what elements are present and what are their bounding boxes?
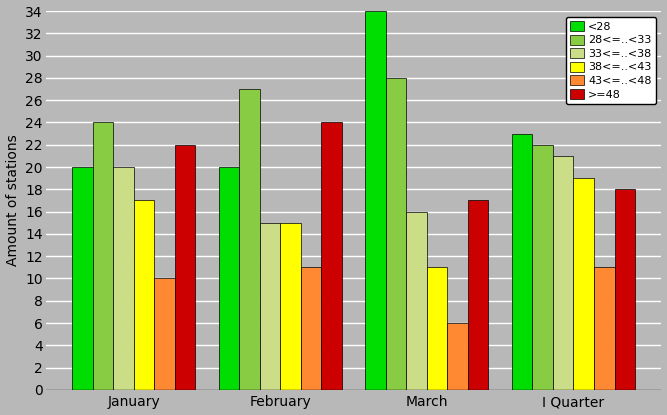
Bar: [154, 278, 175, 390]
Bar: [468, 200, 488, 390]
Bar: [301, 267, 321, 390]
Bar: [532, 145, 553, 390]
Bar: [553, 156, 574, 390]
Bar: [427, 267, 448, 390]
Bar: [614, 189, 635, 390]
Bar: [93, 122, 113, 390]
Legend: <28, 28<=..<33, 33<=..<38, 38<=..<43, 43<=..<48, >=48: <28, 28<=..<33, 33<=..<38, 38<=..<43, 43…: [566, 17, 656, 104]
Bar: [175, 145, 195, 390]
Y-axis label: Amount of stations: Amount of stations: [5, 134, 19, 266]
Bar: [219, 167, 239, 390]
Bar: [72, 167, 93, 390]
Bar: [366, 11, 386, 390]
Bar: [259, 223, 280, 390]
Bar: [280, 223, 301, 390]
Bar: [133, 200, 154, 390]
Bar: [574, 178, 594, 390]
Bar: [386, 78, 406, 390]
Bar: [113, 167, 133, 390]
Bar: [406, 212, 427, 390]
Bar: [594, 267, 614, 390]
Bar: [239, 89, 259, 390]
Bar: [321, 122, 342, 390]
Bar: [512, 134, 532, 390]
Bar: [448, 323, 468, 390]
